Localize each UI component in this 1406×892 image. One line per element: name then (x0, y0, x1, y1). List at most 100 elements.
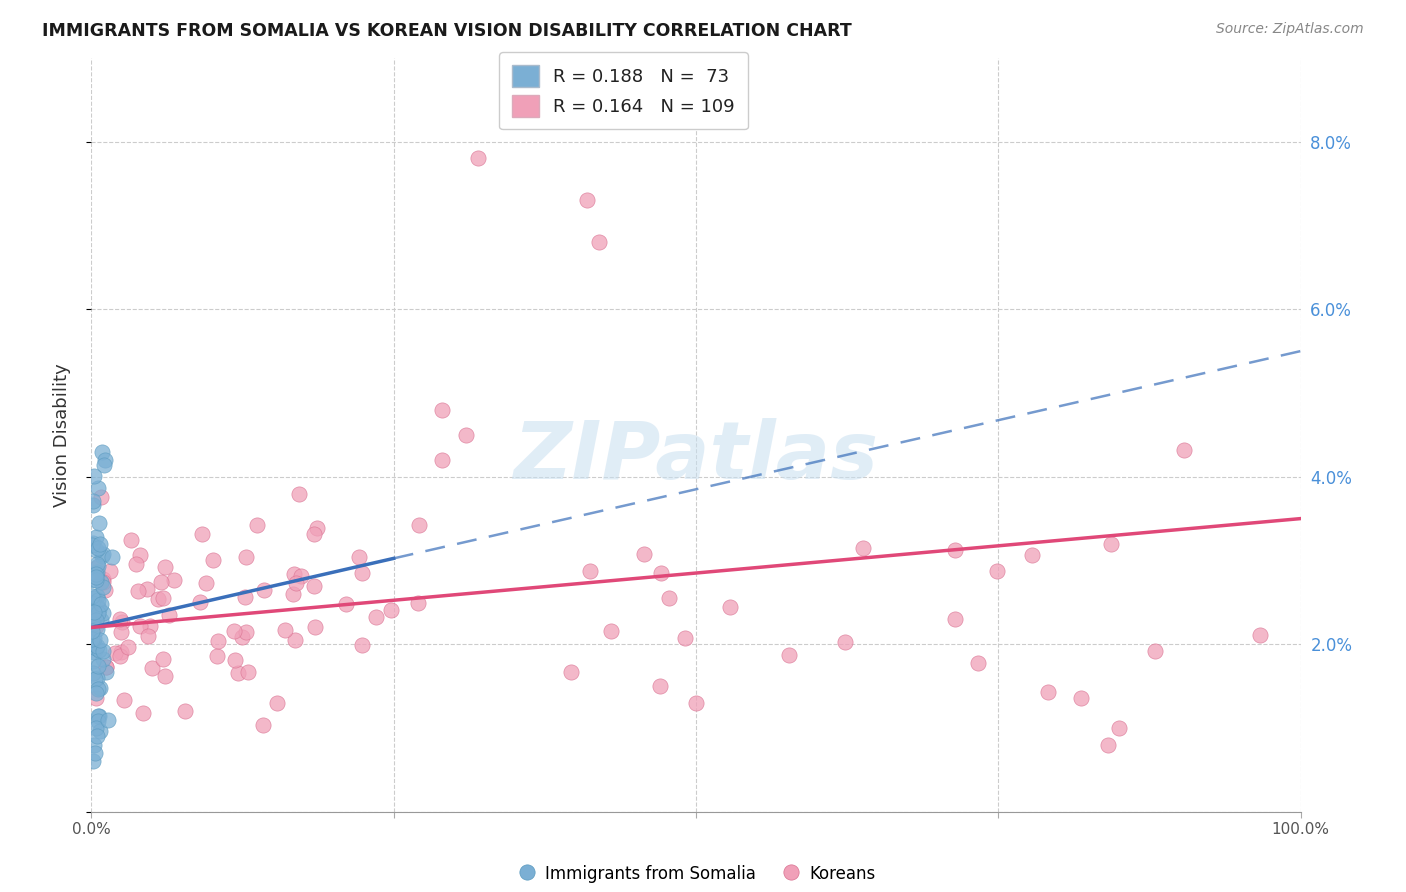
Point (943, 612, 966, 626)
Point (153, 669, 176, 683)
Point (91, 652, 114, 666)
Point (91, 549, 114, 563)
Point (93, 458, 115, 473)
Point (86, 691, 108, 706)
Point (84, 542, 107, 557)
Point (380, 603, 402, 617)
Point (560, 665, 582, 679)
Point (284, 632, 307, 647)
Point (174, 704, 197, 718)
Point (89, 613, 111, 627)
Point (194, 575, 217, 590)
Point (86, 593, 108, 607)
Point (290, 568, 312, 582)
Point (658, 591, 681, 605)
Point (87, 643, 110, 657)
Point (943, 542, 966, 557)
Point (94, 665, 117, 680)
Point (283, 566, 305, 581)
Point (80, 538, 103, 552)
Point (86, 639, 108, 653)
Point (87, 714, 110, 729)
Point (304, 526, 326, 541)
Point (127, 584, 149, 599)
Point (138, 619, 160, 633)
Point (83, 738, 105, 752)
Point (1070, 691, 1092, 706)
Point (86, 600, 108, 615)
Point (129, 548, 152, 562)
Point (224, 653, 246, 667)
Point (350, 638, 373, 652)
Point (347, 549, 370, 564)
Point (110, 645, 132, 659)
Point (87, 708, 110, 723)
Point (834, 635, 856, 649)
Point (91, 580, 114, 594)
Point (87, 681, 110, 696)
Point (82, 665, 104, 680)
Point (1108, 721, 1130, 735)
Point (235, 625, 257, 640)
Point (94, 660, 117, 674)
Point (579, 564, 602, 578)
Point (253, 582, 276, 597)
Point (430, 453, 453, 467)
Point (852, 541, 875, 556)
Point (335, 598, 357, 612)
Point (80, 624, 103, 638)
Point (83, 605, 105, 619)
Point (125, 558, 148, 572)
Point (87, 541, 110, 556)
Point (163, 573, 186, 587)
Point (152, 591, 174, 605)
Point (82, 536, 104, 550)
Point (91, 572, 114, 586)
Point (1097, 738, 1119, 752)
Point (132, 706, 155, 720)
Point (202, 553, 225, 567)
Point (94, 583, 117, 598)
Point (98, 565, 121, 579)
Point (117, 640, 139, 655)
Y-axis label: Vision Disability: Vision Disability (52, 363, 70, 507)
Point (84, 613, 107, 627)
Point (235, 590, 257, 604)
Point (1101, 536, 1123, 550)
Point (82, 654, 104, 668)
Point (86, 659, 108, 673)
Point (86, 565, 108, 579)
Point (84, 570, 107, 584)
Point (146, 591, 169, 606)
Point (718, 599, 741, 614)
Point (190, 595, 212, 609)
Point (84, 672, 107, 686)
Point (1173, 442, 1195, 457)
Point (82, 616, 104, 631)
Point (231, 630, 253, 644)
Point (82, 494, 104, 508)
Point (90, 574, 112, 588)
Point (252, 717, 274, 731)
Point (129, 619, 152, 633)
Point (82, 636, 104, 650)
Point (80, 596, 103, 610)
Point (84, 746, 107, 760)
Point (87, 601, 110, 615)
Point (111, 615, 134, 630)
Point (266, 696, 288, 710)
Point (89, 633, 111, 648)
Point (224, 624, 246, 639)
Point (285, 576, 308, 591)
Point (91, 644, 114, 658)
Legend: Immigrants from Somalia, Koreans: Immigrants from Somalia, Koreans (510, 859, 882, 890)
Point (135, 582, 157, 597)
Point (366, 609, 388, 624)
Point (673, 631, 696, 645)
Point (288, 487, 311, 501)
Point (84, 608, 107, 623)
Point (305, 520, 328, 534)
Point (120, 533, 142, 547)
Point (90, 574, 112, 589)
Point (152, 652, 174, 666)
